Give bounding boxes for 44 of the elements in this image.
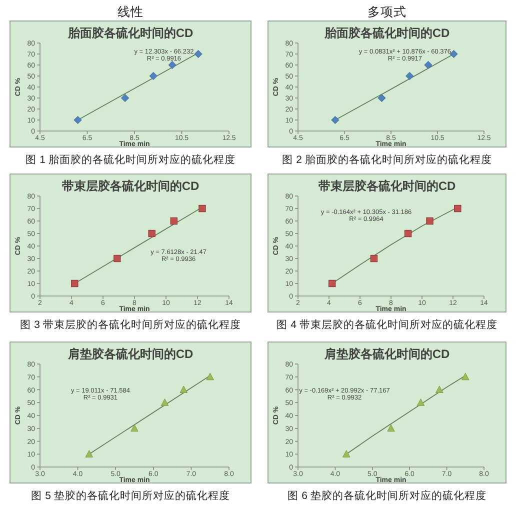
point — [424, 60, 432, 70]
point — [462, 372, 470, 380]
point — [198, 204, 206, 212]
point — [71, 280, 78, 288]
chart-title: 肩垫胶各硫化时间的CD — [66, 347, 194, 361]
chart-title: 带束层胶各硫化时间的CD — [62, 179, 200, 193]
point — [328, 280, 336, 288]
point — [160, 398, 169, 406]
point — [426, 217, 434, 225]
point — [149, 72, 158, 80]
point — [170, 217, 178, 225]
point — [342, 450, 350, 458]
text: 线性 — [118, 5, 144, 19]
chart-title: 胎面胶各硫化时间的CD — [66, 26, 194, 40]
chart-title: 肩垫胶各硫化时间的CD — [323, 347, 450, 361]
point — [194, 50, 202, 58]
point — [130, 424, 138, 432]
point — [387, 424, 395, 432]
point — [114, 254, 121, 262]
point — [454, 204, 462, 212]
point — [406, 72, 414, 80]
point — [85, 450, 93, 458]
point — [168, 60, 176, 70]
caption: 图 2 胎面胶的各硫化时间所对应的硫化程度 — [282, 153, 492, 166]
caption: 图 4 带束层胶的各硫化时间所对应的硫化程度 — [276, 318, 498, 331]
point — [74, 116, 82, 124]
point — [378, 94, 386, 102]
point — [416, 398, 425, 406]
point — [206, 372, 214, 380]
point — [370, 254, 378, 262]
caption: 图 1 胎面胶的各硫化时间所对应的硫化程度 — [26, 153, 236, 166]
caption: 图 5 垫胶的各硫化时间所对应的硫化程度 — [31, 489, 230, 502]
point — [404, 230, 412, 238]
chart-title: 胎面胶各硫化时间的CD — [323, 26, 450, 40]
chart-title: 带束层胶各硫化时间的CD — [318, 179, 456, 193]
point — [180, 386, 188, 393]
caption: 图 6 垫胶的各硫化时间所对应的硫化程度 — [288, 489, 486, 502]
point — [450, 50, 458, 58]
caption: 图 3 带束层胶的各硫化时间所对应的硫化程度 — [20, 318, 241, 331]
point — [148, 230, 156, 238]
text: 多项式 — [368, 5, 406, 19]
point — [436, 386, 444, 393]
point — [121, 94, 130, 102]
point — [331, 116, 340, 124]
